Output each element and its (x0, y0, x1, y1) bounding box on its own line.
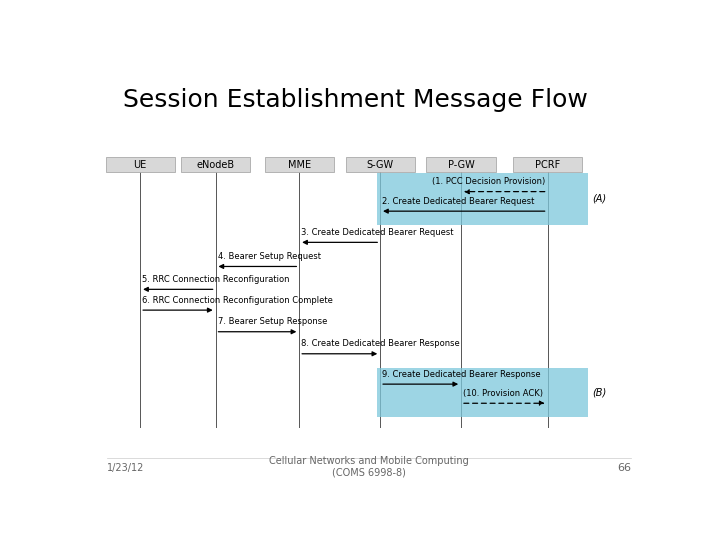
Text: 9. Create Dedicated Bearer Response: 9. Create Dedicated Bearer Response (382, 370, 541, 379)
Bar (377, 173, 588, 225)
Text: Session Establishment Message Flow: Session Establishment Message Flow (124, 88, 588, 112)
Text: 66: 66 (617, 463, 631, 473)
Text: 5. RRC Connection Reconfiguration: 5. RRC Connection Reconfiguration (143, 275, 290, 284)
FancyBboxPatch shape (513, 157, 582, 172)
Text: 6. RRC Connection Reconfiguration Complete: 6. RRC Connection Reconfiguration Comple… (143, 296, 333, 305)
Text: (1. PCC Decision Provision): (1. PCC Decision Provision) (432, 177, 545, 186)
Text: 8. Create Dedicated Bearer Response: 8. Create Dedicated Bearer Response (302, 339, 460, 348)
FancyBboxPatch shape (181, 157, 250, 172)
FancyBboxPatch shape (426, 157, 495, 172)
Text: P-GW: P-GW (448, 160, 474, 170)
Text: PCRF: PCRF (535, 160, 560, 170)
Bar (377, 368, 588, 417)
Text: (10. Provision ACK): (10. Provision ACK) (463, 389, 544, 398)
Text: 7. Bearer Setup Response: 7. Bearer Setup Response (217, 318, 327, 326)
Text: (A): (A) (592, 194, 606, 204)
Text: 2. Create Dedicated Bearer Request: 2. Create Dedicated Bearer Request (382, 197, 535, 206)
FancyBboxPatch shape (265, 157, 334, 172)
Text: UE: UE (134, 160, 147, 170)
Text: 3. Create Dedicated Bearer Request: 3. Create Dedicated Bearer Request (302, 228, 454, 237)
Text: S-GW: S-GW (366, 160, 394, 170)
Text: (B): (B) (592, 388, 606, 397)
Text: 4. Bearer Setup Request: 4. Bearer Setup Request (217, 252, 321, 261)
Text: 1/23/12: 1/23/12 (107, 463, 144, 473)
FancyBboxPatch shape (346, 157, 415, 172)
Text: Cellular Networks and Mobile Computing
(COMS 6998-8): Cellular Networks and Mobile Computing (… (269, 456, 469, 478)
Text: eNodeB: eNodeB (197, 160, 235, 170)
Text: MME: MME (288, 160, 311, 170)
FancyBboxPatch shape (106, 157, 175, 172)
